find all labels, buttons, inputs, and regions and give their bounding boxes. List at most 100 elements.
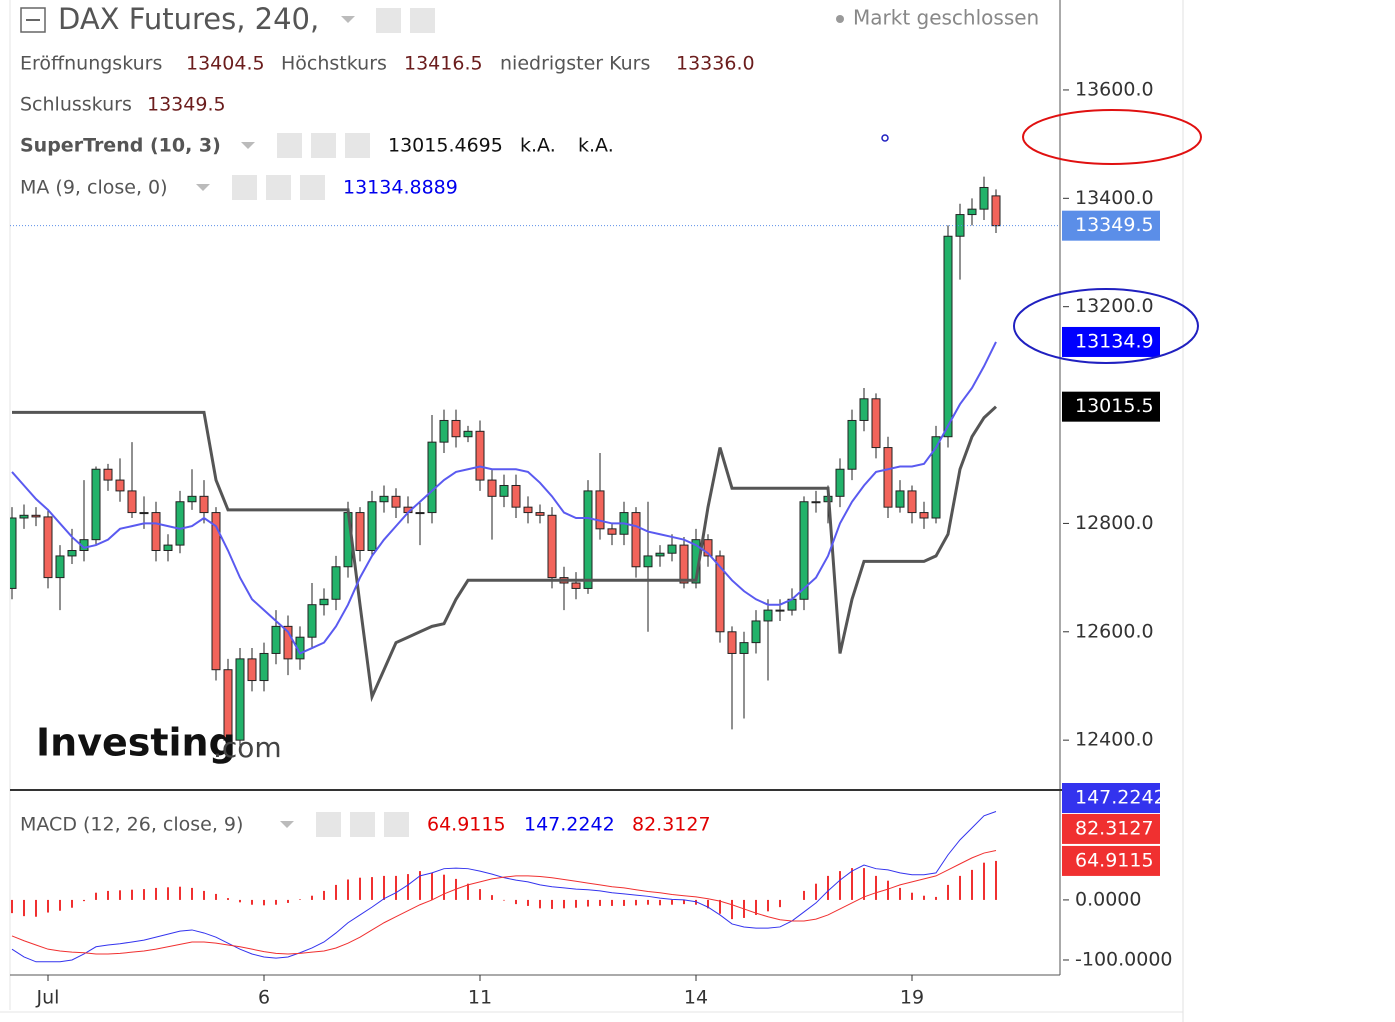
candle-body [67,550,77,557]
candle-body [283,625,293,660]
remove-button[interactable] [345,133,370,158]
candle-body [451,419,461,438]
y-tick-label: 12400.0 [1075,729,1154,751]
macd-badge-label: 64.9115 [1075,849,1154,871]
candle-body [739,642,749,654]
candle-body [463,430,473,438]
annotation-dot [881,134,889,142]
candle-body [115,479,125,492]
candle-body [415,512,425,515]
macd-badge-label: 147.2242 [1075,787,1166,809]
close-label: Schlusskurs [20,94,132,116]
macd-badge [1062,845,1160,876]
ma-value: 13134.8889 [343,177,458,199]
signal-value: 82.3127 [632,814,711,836]
candle-body [715,555,725,633]
settings-button[interactable] [266,175,291,200]
collapse-button[interactable] [20,7,46,33]
candle-body [10,517,17,589]
visibility-button[interactable] [232,175,257,200]
candle-body [511,484,521,508]
settings-button[interactable] [350,812,375,837]
candle-body [979,186,989,210]
macd-badge [1062,783,1160,813]
candle-body [631,512,641,568]
candle-body [655,552,665,557]
candle-body [163,544,173,552]
candle-body [955,214,965,237]
y-tick-label: -100.0000 [1075,948,1173,970]
candle-body [607,528,617,535]
supertrend-extra: k.A. [520,135,556,157]
settings-button[interactable] [410,8,435,33]
candle-body [703,539,713,557]
candle-body [487,479,497,497]
price-plot [10,176,1060,751]
settings-button[interactable] [311,133,336,158]
candle-body [271,625,281,654]
dropdown-caret[interactable] [241,142,255,149]
macd-badge-label: 82.3127 [1075,817,1154,839]
candle-body [583,490,593,589]
candle-body [91,468,101,541]
candle-body [667,544,677,554]
candle-body [259,652,269,682]
candle-body [919,512,929,519]
dropdown-caret[interactable] [341,16,355,23]
y-tick-label: 13600.0 [1075,78,1154,100]
histogram-value: 64.9115 [427,814,506,836]
price-badge [1062,326,1160,357]
candle-body [799,501,809,600]
candle-body [379,495,389,503]
dropdown-caret[interactable] [280,821,294,828]
y-tick-label: 12600.0 [1075,620,1154,642]
remove-button[interactable] [384,812,409,837]
remove-button[interactable] [300,175,325,200]
visibility-button[interactable] [277,133,302,158]
open-label: Eröffnungskurs [20,53,162,75]
candle-body [991,195,1001,227]
visibility-button[interactable] [316,812,341,837]
ma-legend: MA (9, close, 0) [20,177,168,199]
dropdown-caret[interactable] [196,184,210,191]
candle-body [367,501,377,552]
candle-body [763,609,773,622]
supertrend-value: 13015.4695 [388,135,503,157]
annotation-ellipse [1022,109,1202,165]
candle-body [199,495,209,514]
y-tick-label: 0.0000 [1075,888,1141,910]
candle-body [151,512,161,552]
candle-body [679,544,689,584]
visibility-button[interactable] [376,8,401,33]
candle-body [331,566,341,600]
price-badge-label: 13349.5 [1075,214,1154,236]
annotation-ellipse [1013,288,1199,364]
candle-body [355,512,365,552]
candle-body [127,490,137,514]
axes: 12400.012600.012800.013000.013200.013400… [36,78,1173,1008]
candle-body [43,516,53,579]
candle-body [55,555,65,579]
candle-body [859,398,869,421]
macd-badge [1062,813,1160,844]
candle-body [643,555,653,568]
candle-body [835,468,845,497]
candle-body [907,490,917,514]
candle-body [967,208,977,216]
x-tick-label: 6 [258,987,270,1009]
high-label: Höchstkurs [281,53,387,75]
candle-body [175,501,185,546]
candle-body [595,490,605,530]
candle-body [223,669,233,741]
candle-body [307,604,317,638]
x-tick-label: 11 [468,987,492,1009]
watermark: .com [213,731,282,764]
candle-body [139,512,149,515]
candle-body [499,484,509,497]
low-value: 13336.0 [676,53,755,75]
candle-body [31,514,41,518]
macd-plot [11,811,997,963]
indicator-line [11,341,997,655]
macd-value: 147.2242 [524,814,615,836]
